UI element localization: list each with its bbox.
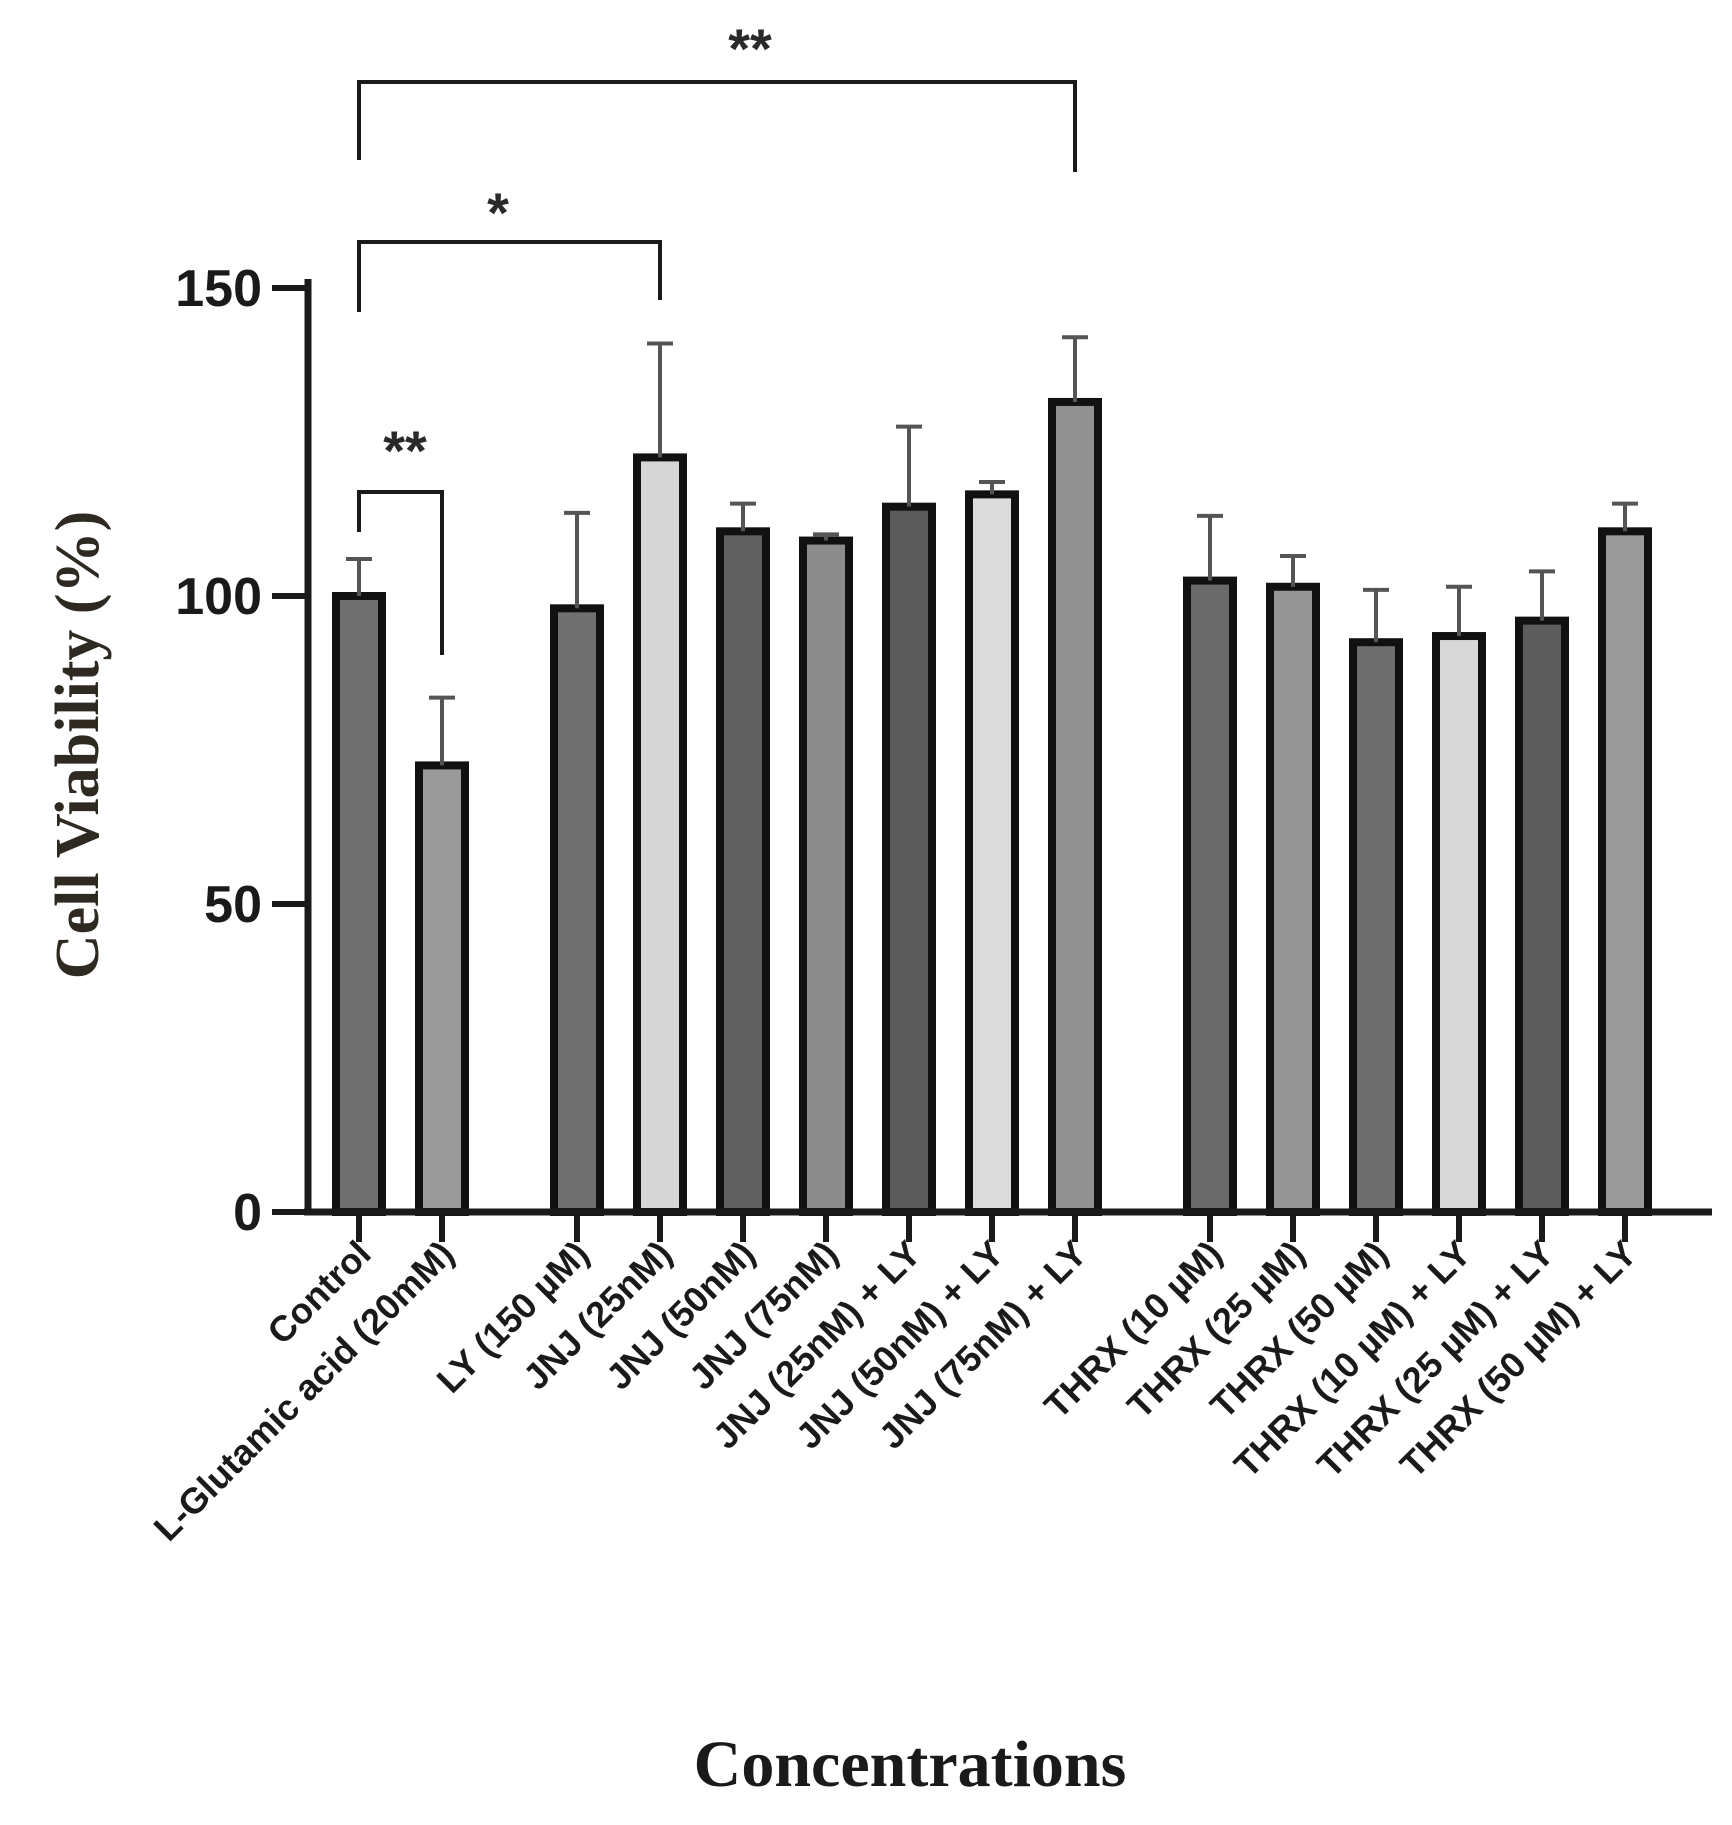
error-bar-1 — [346, 557, 372, 596]
bar-12 — [1349, 638, 1403, 1216]
bracket-line — [357, 240, 662, 312]
bar-1 — [332, 592, 386, 1216]
error-bar-13 — [1446, 584, 1472, 637]
axes-layer — [304, 279, 1712, 1216]
bar-10 — [1183, 576, 1237, 1216]
error-bar-10 — [1197, 513, 1223, 581]
significance-bracket-3: ** — [357, 17, 1077, 172]
bars-layer — [332, 397, 1652, 1217]
bar-15 — [1598, 527, 1652, 1216]
y-axis-title: Cell Viability (%) — [44, 511, 112, 979]
y-tick-label: 0 — [233, 1184, 262, 1242]
error-bar-6 — [813, 532, 839, 541]
bar-6 — [799, 536, 853, 1216]
significance-label: * — [487, 181, 509, 244]
bracket-line — [357, 80, 1077, 172]
error-bar-4 — [647, 341, 673, 458]
bar-2 — [415, 761, 469, 1217]
bar-4 — [633, 453, 687, 1216]
bar-9 — [1048, 397, 1102, 1216]
bar-14 — [1515, 616, 1569, 1216]
bar-3 — [550, 604, 604, 1216]
y-tick-label: 150 — [175, 260, 262, 318]
significance-layer: ***** — [357, 17, 1077, 655]
error-bar-11 — [1280, 553, 1306, 587]
error-bar-8 — [979, 480, 1005, 495]
error-bar-5 — [730, 501, 756, 532]
error-bar-15 — [1612, 501, 1638, 532]
error-bar-2 — [429, 695, 455, 766]
error-bar-14 — [1529, 569, 1555, 621]
x-axis-title: Concentrations — [694, 1728, 1127, 1801]
significance-label: ** — [383, 419, 427, 482]
significance-bracket-1: ** — [357, 419, 444, 655]
error-bar-12 — [1363, 587, 1389, 643]
significance-label: ** — [728, 17, 772, 80]
significance-bracket-2: * — [357, 181, 662, 312]
bar-8 — [965, 490, 1019, 1216]
bar-11 — [1266, 582, 1320, 1216]
error-bar-7 — [896, 424, 922, 507]
error-bar-3 — [564, 510, 590, 609]
bar-7 — [882, 502, 936, 1216]
bracket-line — [357, 490, 444, 655]
bar-5 — [716, 527, 770, 1216]
error-bars-layer — [346, 335, 1638, 766]
y-ticks-layer: 0 50 100 150 — [175, 260, 308, 1242]
y-tick-label: 50 — [204, 876, 262, 934]
error-bar-9 — [1062, 335, 1088, 402]
y-tick-label: 100 — [175, 568, 262, 626]
bar-13 — [1432, 632, 1486, 1216]
